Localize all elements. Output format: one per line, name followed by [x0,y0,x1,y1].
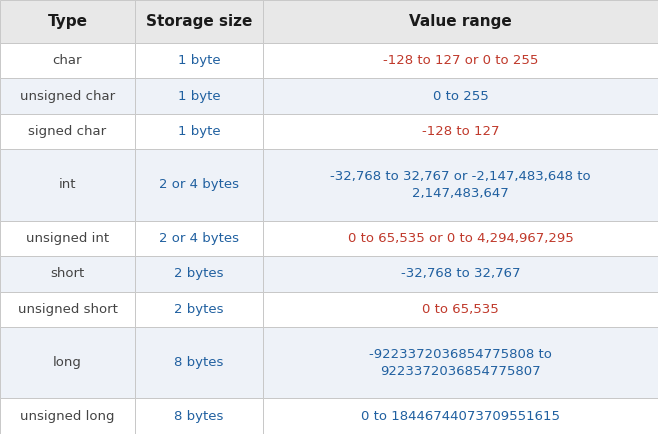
Bar [135,0,263,43]
Bar [0,114,135,149]
Text: -32,768 to 32,767: -32,768 to 32,767 [401,267,520,280]
Text: -9223372036854775808 to
9223372036854775807: -9223372036854775808 to 9223372036854775… [369,348,552,378]
Bar [135,292,263,327]
Text: -128 to 127: -128 to 127 [422,125,499,138]
Bar [0,0,135,43]
Text: -32,768 to 32,767 or -2,147,483,648 to
2,147,483,647: -32,768 to 32,767 or -2,147,483,648 to 2… [330,170,591,200]
Bar [263,43,658,78]
Bar [263,149,658,220]
Text: 1 byte: 1 byte [178,54,220,67]
Text: Value range: Value range [409,14,512,29]
Bar [263,327,658,398]
Text: 8 bytes: 8 bytes [174,410,224,423]
Bar [135,256,263,292]
Text: char: char [53,54,82,67]
Text: 1 byte: 1 byte [178,89,220,102]
Text: int: int [59,178,76,191]
Text: 2 or 4 bytes: 2 or 4 bytes [159,178,239,191]
Text: unsigned short: unsigned short [18,303,117,316]
Text: short: short [50,267,85,280]
Text: unsigned int: unsigned int [26,232,109,245]
Bar [263,114,658,149]
Bar [0,149,135,220]
Text: 2 bytes: 2 bytes [174,267,224,280]
Bar [263,256,658,292]
Text: 2 or 4 bytes: 2 or 4 bytes [159,232,239,245]
Bar [135,78,263,114]
Bar [135,114,263,149]
Text: signed char: signed char [28,125,107,138]
Bar [0,256,135,292]
Text: 1 byte: 1 byte [178,125,220,138]
Bar [0,292,135,327]
Bar [0,398,135,434]
Bar [0,220,135,256]
Text: long: long [53,356,82,369]
Text: 0 to 65,535 or 0 to 4,294,967,295: 0 to 65,535 or 0 to 4,294,967,295 [347,232,574,245]
Text: 8 bytes: 8 bytes [174,356,224,369]
Text: 0 to 18446744073709551615: 0 to 18446744073709551615 [361,410,560,423]
Text: 2 bytes: 2 bytes [174,303,224,316]
Bar [263,398,658,434]
Text: unsigned long: unsigned long [20,410,114,423]
Bar [263,0,658,43]
Bar [0,43,135,78]
Text: unsigned char: unsigned char [20,89,115,102]
Text: 0 to 255: 0 to 255 [433,89,488,102]
Bar [263,220,658,256]
Text: Storage size: Storage size [146,14,252,29]
Bar [135,149,263,220]
Bar [135,220,263,256]
Bar [263,78,658,114]
Bar [0,78,135,114]
Bar [135,43,263,78]
Bar [263,292,658,327]
Bar [0,327,135,398]
Bar [135,398,263,434]
Text: -128 to 127 or 0 to 255: -128 to 127 or 0 to 255 [383,54,538,67]
Text: Type: Type [47,14,88,29]
Bar [135,327,263,398]
Text: 0 to 65,535: 0 to 65,535 [422,303,499,316]
